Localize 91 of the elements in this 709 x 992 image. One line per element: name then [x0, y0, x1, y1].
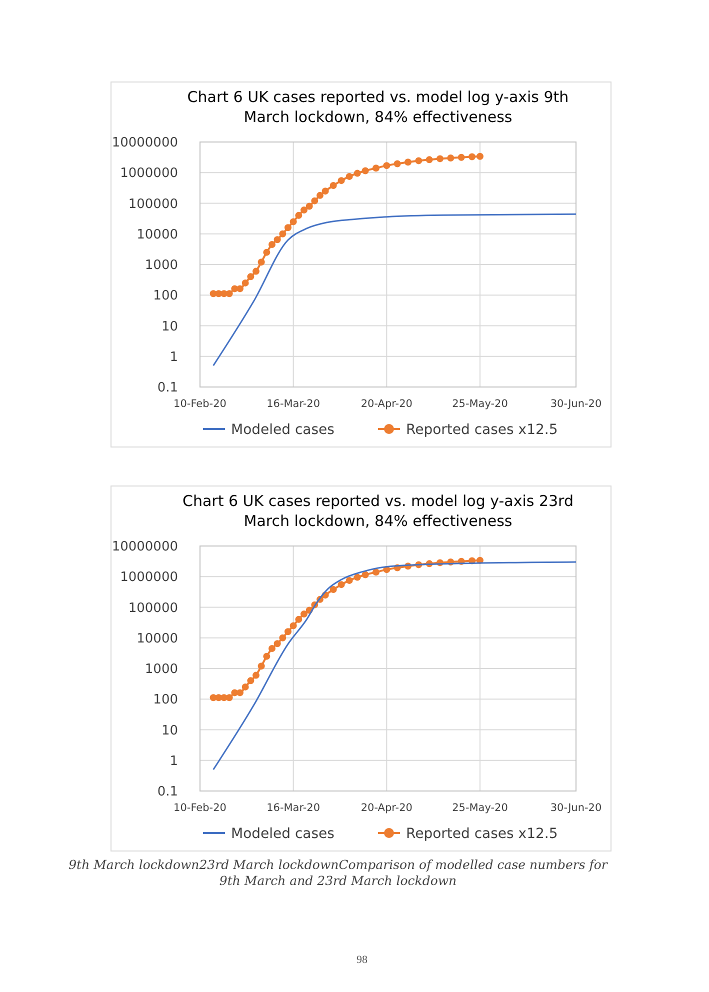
- point: [274, 236, 281, 244]
- point: [346, 576, 353, 584]
- point: [346, 172, 353, 180]
- point: [330, 586, 337, 593]
- point: [362, 167, 369, 174]
- point: [263, 652, 270, 660]
- point: [236, 285, 244, 292]
- x-tick-label: 30-Jun-20: [550, 398, 602, 410]
- y-tick-label: 100000: [128, 196, 178, 212]
- point: [290, 218, 297, 226]
- point: [415, 157, 422, 164]
- y-tick-label: 100: [153, 692, 178, 708]
- y-tick-label: 10: [161, 319, 178, 334]
- y-tick-label: 100000: [128, 600, 178, 616]
- text: 9th March lockdown23rd March lockdownComparison of modelled case numbers for 9th March and 23rd March lockdown: [68, 857, 608, 888]
- point: [447, 154, 454, 162]
- y-tick-label: 10000000: [112, 136, 178, 151]
- point: [300, 206, 308, 214]
- point: [284, 224, 292, 232]
- legend-label: Modeled cases: [231, 422, 334, 438]
- point: [316, 192, 324, 199]
- point: [242, 683, 249, 690]
- legend-label: Reported cases x12.5: [406, 826, 558, 842]
- point: [426, 156, 433, 164]
- point: [242, 279, 249, 286]
- point: [338, 581, 345, 588]
- point: [236, 689, 244, 696]
- point: [311, 197, 318, 204]
- x-tick-label: 30-Jun-20: [550, 802, 602, 814]
- point: [295, 616, 302, 623]
- point: [354, 574, 361, 581]
- x-tick-label: 10-Feb-20: [174, 802, 226, 814]
- point: [252, 268, 260, 275]
- y-tick-label: 100: [153, 288, 178, 304]
- x-tick-label: 20-Apr-20: [360, 398, 412, 410]
- x-tick-label: 16-Mar-20: [266, 398, 320, 410]
- point: [252, 672, 260, 679]
- point: [279, 634, 286, 642]
- x-tick-label: 16-Mar-20: [266, 802, 320, 814]
- point: [226, 290, 233, 298]
- y-tick-label: 1000000: [120, 570, 178, 586]
- point: [247, 677, 254, 684]
- point: [338, 177, 345, 184]
- point: [394, 160, 401, 168]
- y-tick-label: 10000000: [112, 540, 178, 555]
- point: [284, 628, 292, 636]
- x-tick-label: 25-May-20: [452, 398, 508, 410]
- y-tick-label: 1000: [144, 662, 178, 678]
- legend-label: Modeled cases: [231, 826, 334, 842]
- x-tick-label: 20-Apr-20: [360, 802, 412, 814]
- point: [300, 610, 308, 618]
- y-tick-label: 10: [161, 723, 178, 738]
- point: [404, 158, 412, 166]
- point: [383, 162, 390, 170]
- point: [263, 248, 270, 256]
- point: [458, 154, 465, 161]
- y-tick-label: 1: [170, 754, 178, 769]
- point: [295, 212, 302, 219]
- point: [274, 640, 281, 648]
- point: [268, 240, 276, 248]
- point: [258, 662, 265, 670]
- chart-title: Chart 6 UK cases reported vs. model log y-axis 23rd March lockdown, 84% effectiveness: [182, 492, 574, 530]
- point: [372, 164, 380, 172]
- y-tick-label: 0.1: [157, 380, 178, 396]
- point: [290, 622, 297, 630]
- point: [247, 273, 254, 280]
- y-tick-label: 0.1: [157, 784, 178, 800]
- point: [322, 188, 329, 195]
- y-tick-label: 1: [170, 350, 178, 365]
- point: [476, 152, 484, 160]
- point: [362, 571, 369, 578]
- y-tick-label: 1000: [144, 258, 178, 274]
- point: [226, 694, 233, 702]
- point: [468, 153, 476, 160]
- point: [330, 182, 337, 189]
- line-series: [212, 213, 577, 366]
- point: [279, 230, 286, 238]
- point: [436, 155, 444, 162]
- point: [372, 568, 380, 576]
- chart-title: Chart 6 UK cases reported vs. model log y-axis 9th March lockdown, 84% effectiveness: [187, 88, 569, 126]
- x-tick-label: 25-May-20: [452, 802, 508, 814]
- y-tick-label: 10000: [136, 631, 178, 646]
- y-tick-label: 10000: [136, 227, 178, 242]
- point: [306, 202, 313, 210]
- point: [354, 170, 361, 177]
- point: [268, 644, 276, 652]
- y-tick-label: 1000000: [120, 166, 178, 182]
- x-tick-label: 10-Feb-20: [174, 398, 226, 410]
- point: [258, 258, 265, 266]
- text: 98: [356, 954, 368, 966]
- legend-label: Reported cases x12.5: [406, 422, 558, 438]
